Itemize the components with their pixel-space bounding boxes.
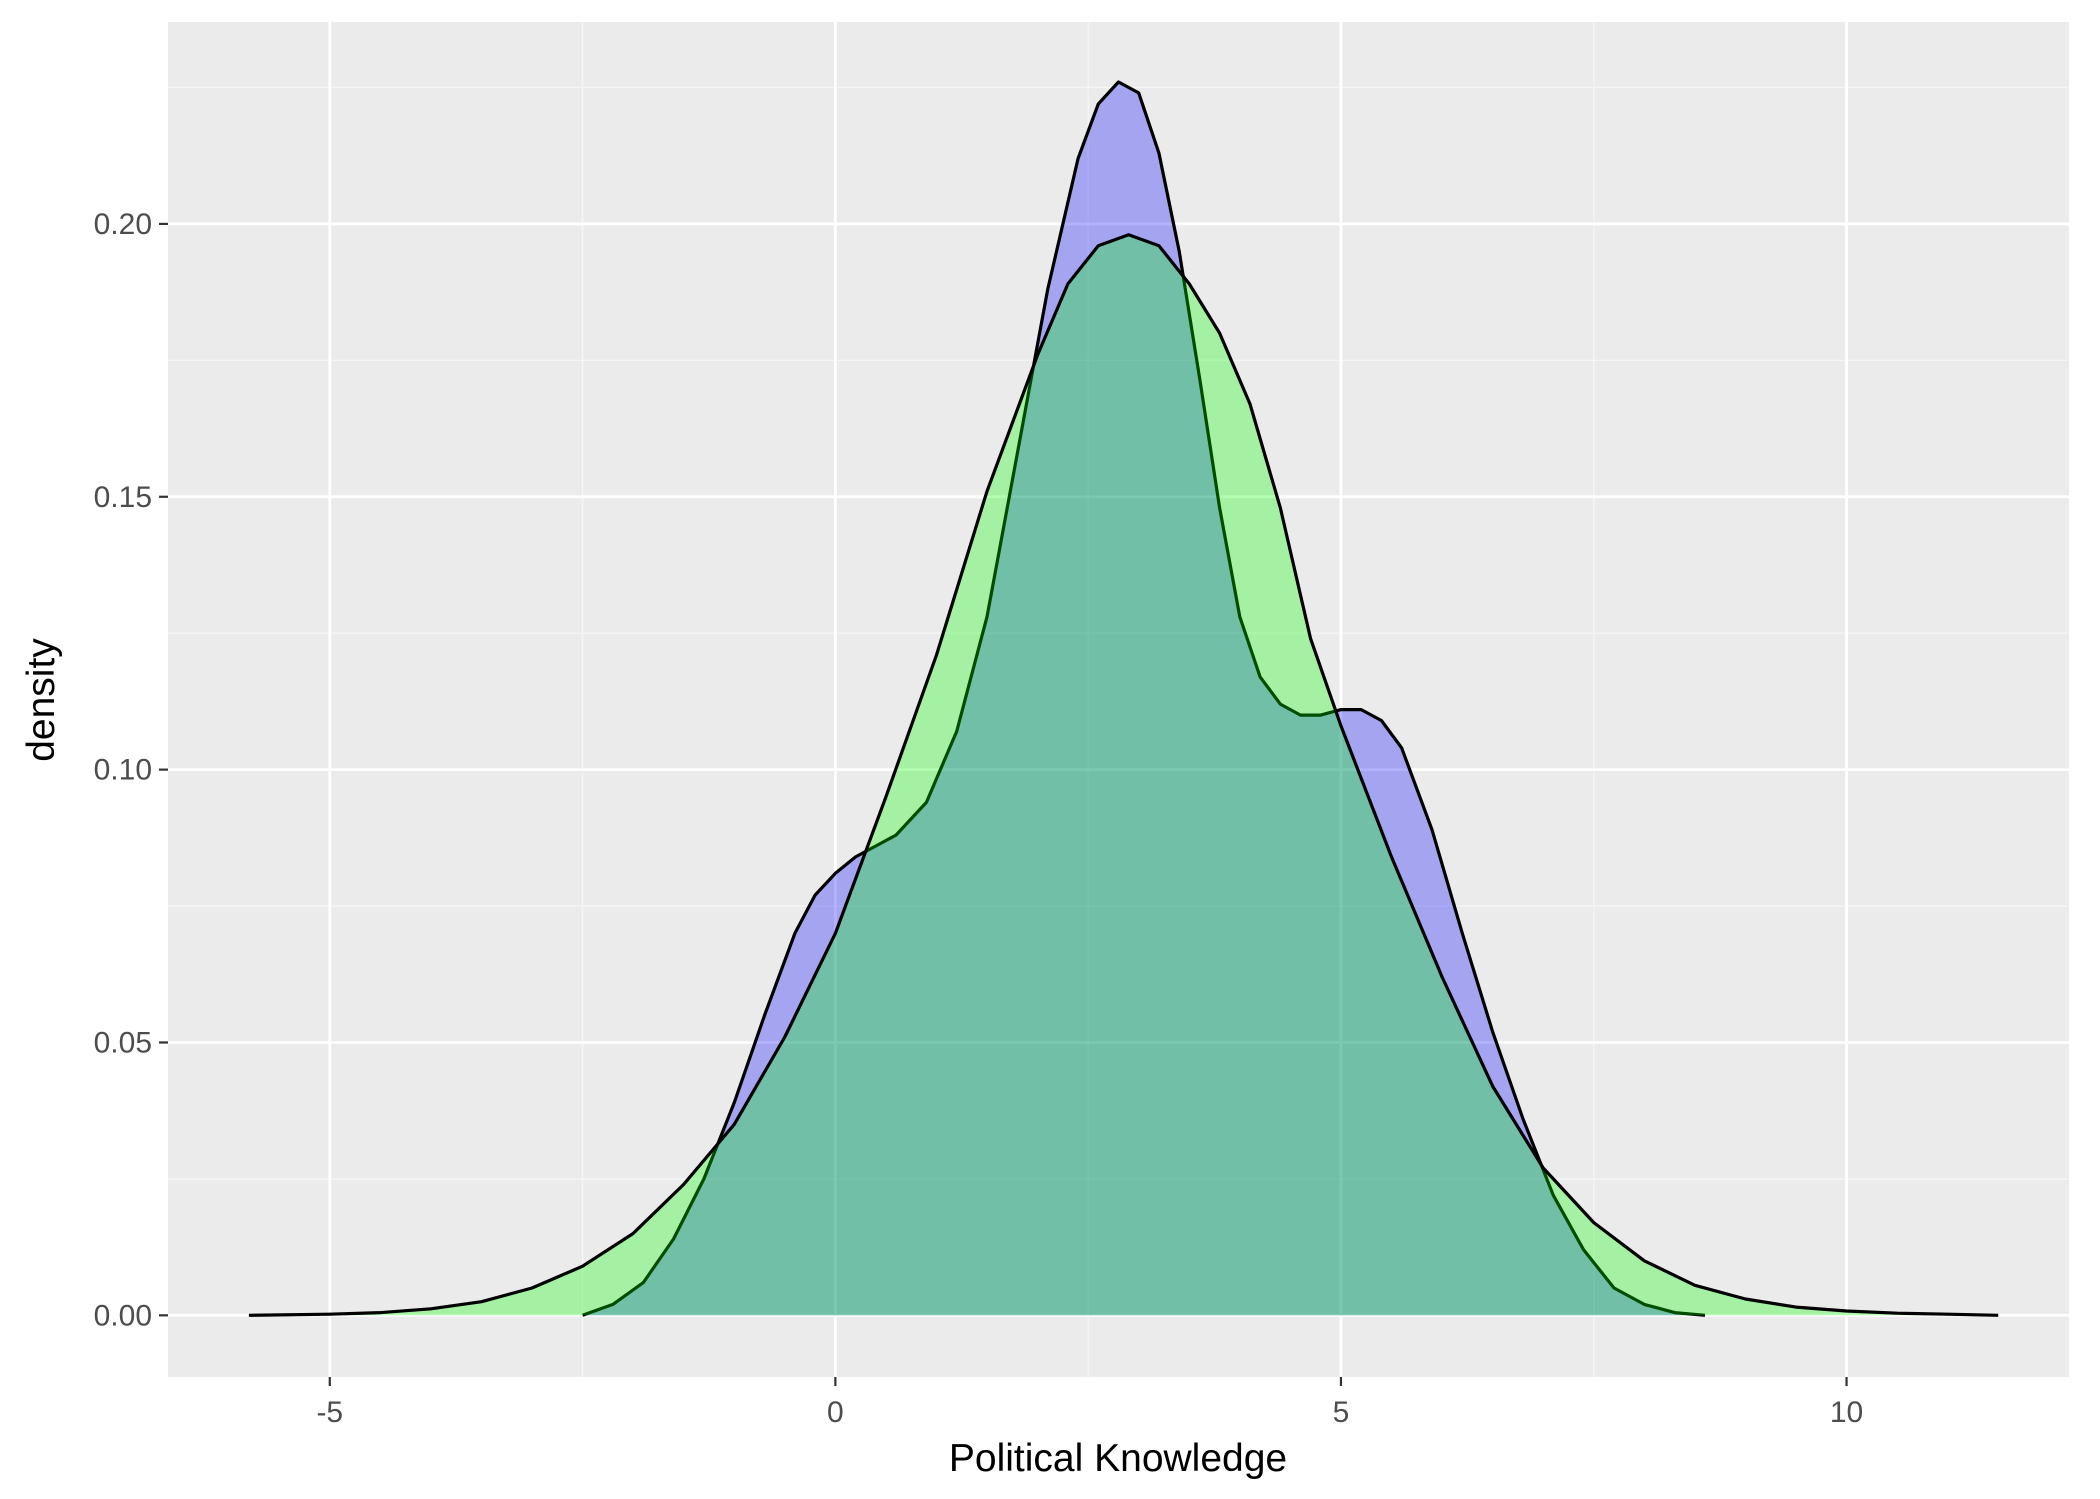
x-axis-title: Political Knowledge [949,1437,1287,1480]
density-line-2 [248,233,1999,1317]
y-axis-ticks: 0.00 0.05 0.10 0.15 0.20 [94,208,168,1332]
density-area-1 [582,82,1705,1316]
x-axis-ticks: -5 0 5 10 [316,1377,1863,1429]
x-tick-label: 0 [827,1396,844,1429]
y-tick-label: 0.20 [94,208,152,241]
minor-gridlines [168,22,2069,1377]
major-gridlines [168,22,2069,1377]
x-tick-label: 10 [1830,1396,1863,1429]
density-line-1 [582,80,1706,1317]
x-tick-label: -5 [316,1396,343,1429]
density-area-2 [248,234,1999,1316]
y-axis-title: density [20,638,63,762]
y-tick-label: 0.15 [94,481,152,514]
y-tick-label: 0.10 [94,754,152,787]
x-tick-label: 5 [1333,1396,1350,1429]
y-tick-label: 0.05 [94,1026,152,1059]
y-tick-label: 0.00 [94,1299,152,1332]
plot-panel [168,22,2069,1377]
density-series [248,80,1999,1317]
